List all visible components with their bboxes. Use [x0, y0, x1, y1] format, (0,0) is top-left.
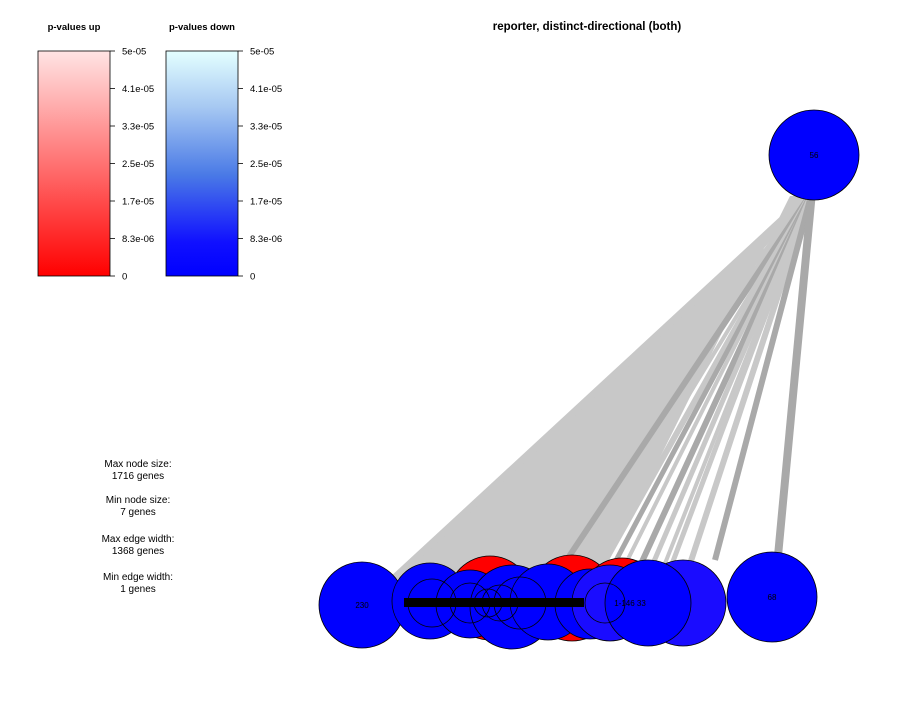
edge	[389, 189, 815, 583]
edge	[557, 190, 815, 572]
max-node-size-label: Max node size:	[104, 459, 171, 470]
overlapping-labels	[404, 598, 584, 607]
legend-up-tick-label: 8.3e-06	[122, 234, 154, 245]
size-info: Max node size: 1716 genes Min node size:…	[102, 459, 175, 595]
legend-up-tick-label: 5e-05	[122, 47, 146, 58]
edge	[774, 191, 816, 557]
edges	[389, 189, 816, 583]
edge	[687, 191, 815, 565]
node-right-label: 68	[768, 593, 777, 602]
node-top-label: 56	[810, 151, 819, 160]
edge	[537, 190, 815, 568]
nodes: 56 68 230 153 172 1-146 33	[318, 109, 860, 650]
legend-up-title: p-values up	[48, 22, 101, 33]
node-blue-g	[604, 559, 692, 647]
node-cluster-b-label: 1-146 33	[614, 599, 646, 608]
node-top	[768, 109, 860, 201]
node-ring-6	[584, 582, 626, 624]
edge	[428, 190, 814, 574]
legend-up-tick-label: 3.3e-05	[122, 122, 154, 133]
legend-up-colorbar	[37, 50, 111, 277]
edge	[508, 190, 814, 570]
legend-down-tick-label: 8.3e-06	[250, 234, 282, 245]
min-edge-width-value: 1 genes	[120, 584, 156, 595]
min-node-size-label: Min node size:	[106, 495, 170, 506]
legend-down-ticks: 5e-05 4.1e-05 3.3e-05 2.5e-05 1.7e-05 8.3e-06…	[238, 47, 282, 283]
legend-down-tick-label: 2.5e-05	[250, 159, 282, 170]
node-left-label: 230	[355, 601, 369, 610]
diagram-title: reporter, distinct-directional (both)	[493, 21, 682, 33]
max-node-size-value: 1716 genes	[112, 471, 164, 482]
edge	[468, 190, 814, 567]
legend-down-tick-label: 3.3e-05	[250, 122, 282, 133]
legend-down-title: p-values down	[169, 22, 235, 33]
legend-up-tick-label: 0	[122, 272, 127, 283]
legend-down-tick-label: 1.7e-05	[250, 197, 282, 208]
legend-down-tick-label: 0	[250, 272, 255, 283]
legend-down-tick-label: 5e-05	[250, 47, 274, 58]
min-edge-width-label: Min edge width:	[103, 572, 173, 583]
max-edge-width-value: 1368 genes	[112, 546, 164, 557]
node-cluster-a-label: 172	[564, 598, 578, 607]
legend-up-tick-label: 1.7e-05	[122, 197, 154, 208]
max-edge-width-label: Max edge width:	[102, 534, 175, 545]
legend-down: p-values down 5e-05 4.1e-05 3.3e-05 2.5e-05…	[165, 22, 282, 283]
node-right	[726, 551, 818, 643]
legend-up-tick-label: 4.1e-05	[122, 84, 154, 95]
legend-down-colorbar	[165, 50, 239, 277]
legend-down-tick-label: 4.1e-05	[250, 84, 282, 95]
min-node-size-value: 7 genes	[120, 507, 156, 518]
legend-up-tick-label: 2.5e-05	[122, 159, 154, 170]
edge	[712, 191, 815, 561]
legend-up: p-values up 5e-05 4.1e-05 3.3e-05 2.5e-05 1.…	[37, 22, 154, 283]
legend-up-ticks: 5e-05 4.1e-05 3.3e-05 2.5e-05 1.7e-05 8.3e-06…	[110, 47, 154, 283]
